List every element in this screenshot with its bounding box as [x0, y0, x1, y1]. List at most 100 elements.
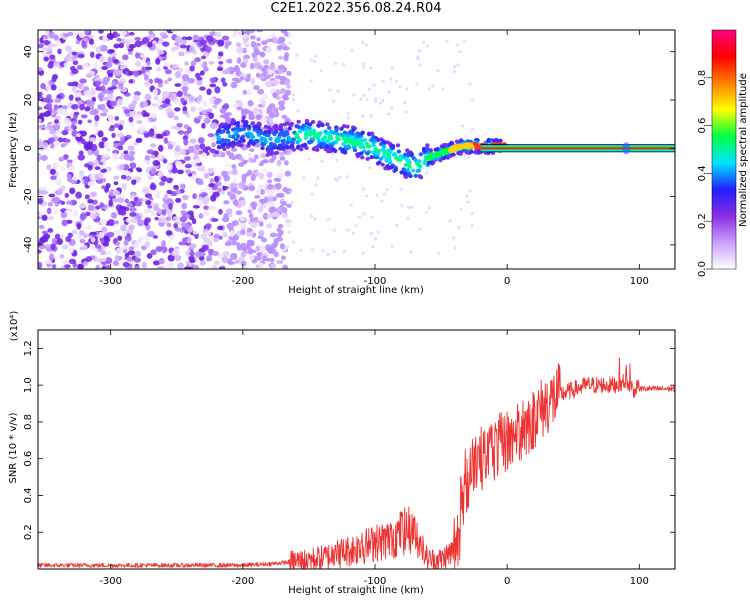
heatmap-cell — [406, 171, 412, 176]
heatmap-cell — [309, 214, 313, 218]
heatmap-cell — [428, 148, 434, 153]
heatmap-cell — [72, 60, 79, 66]
heatmap-cell — [174, 150, 180, 158]
heatmap-cell — [266, 223, 273, 229]
heatmap-cell — [317, 120, 322, 125]
heatmap-cell — [249, 62, 255, 70]
heatmap-cell — [111, 80, 117, 87]
heatmap-cell — [163, 80, 169, 85]
heatmap-cell — [64, 264, 71, 269]
heatmap-cell — [265, 133, 271, 138]
heatmap-cell — [468, 189, 472, 193]
heatmap-cell — [457, 225, 461, 230]
heatmap-cell — [276, 172, 284, 180]
heatmap-cell — [282, 46, 290, 51]
heatmap-cell — [152, 235, 159, 239]
heatmap-cell — [148, 130, 155, 138]
heatmap-cell — [163, 193, 169, 201]
heatmap-cell — [236, 46, 244, 54]
heatmap-cell — [38, 118, 42, 123]
heatmap-cell — [119, 78, 126, 84]
heatmap-cell — [48, 60, 54, 65]
heatmap-cell — [84, 163, 90, 168]
heatmap-cell — [368, 165, 372, 170]
heatmap-cell — [387, 154, 392, 159]
heatmap-cell — [369, 66, 373, 70]
heatmap-cell — [393, 167, 399, 172]
heatmap-cell — [189, 243, 197, 249]
heatmap-cell — [49, 54, 56, 60]
heatmap-cell — [50, 243, 56, 251]
heatmap-cell — [100, 44, 108, 52]
heatmap-cell — [296, 109, 300, 113]
heatmap-cell — [101, 185, 106, 190]
heatmap-cell — [166, 222, 172, 228]
chart-title: C2E1.2022.356.08.24.R04 — [270, 1, 442, 16]
heatmap-cell — [120, 58, 125, 66]
heatmap-cell — [147, 175, 153, 180]
heatmap-cell — [174, 160, 183, 168]
heatmap-cell — [214, 175, 219, 183]
heatmap-cell — [114, 69, 122, 77]
heatmap-cell — [45, 103, 53, 109]
heatmap-cell — [81, 40, 87, 48]
heatmap-cell — [68, 247, 74, 254]
heatmap-cell — [259, 137, 265, 142]
heatmap-cell — [279, 243, 285, 250]
heatmap-cell — [241, 173, 247, 180]
heatmap-cell — [386, 112, 391, 116]
heatmap-cell — [98, 141, 106, 149]
heatmap-cell — [201, 152, 207, 159]
heatmap-cell — [38, 91, 43, 97]
heatmap-cell — [369, 155, 374, 160]
heatmap-cell — [41, 214, 48, 221]
heatmap-cell — [105, 62, 113, 68]
heatmap-cell — [192, 230, 199, 235]
heatmap-cell — [127, 51, 133, 55]
heatmap-cell — [236, 106, 243, 111]
heatmap-cell — [106, 32, 114, 40]
heatmap-cell — [328, 88, 332, 92]
heatmap-cell — [622, 142, 631, 155]
heatmap-cell — [46, 45, 52, 52]
heatmap-cell — [103, 235, 109, 243]
heatmap-cell — [248, 116, 255, 121]
heatmap-cell — [52, 196, 61, 203]
heatmap-cell — [268, 213, 276, 218]
spectrogram-x-ticks: -300 -200 -100 0 100 — [99, 30, 649, 287]
heatmap-cell — [144, 66, 153, 71]
heatmap-cell — [165, 230, 173, 236]
heatmap-cell — [166, 263, 173, 269]
heatmap-cell — [398, 85, 402, 89]
heatmap-cell — [94, 244, 102, 249]
heatmap-cell — [266, 109, 272, 115]
heatmap-cell — [443, 143, 449, 148]
heatmap-cell — [45, 84, 51, 91]
heatmap-cell — [389, 77, 393, 81]
heatmap-cell — [266, 196, 274, 200]
heatmap-cell — [321, 249, 325, 253]
heatmap-cell — [206, 240, 213, 247]
heatmap-cell — [283, 79, 290, 85]
heatmap-cell — [54, 140, 60, 148]
heatmap-cell — [422, 161, 428, 166]
heatmap-cell — [38, 249, 42, 254]
heatmap-cell — [431, 84, 435, 88]
heatmap-cell — [144, 93, 152, 101]
heatmap-cell — [102, 108, 109, 114]
heatmap-cell — [214, 99, 220, 106]
heatmap-cell — [350, 48, 354, 53]
heatmap-cell — [410, 205, 414, 210]
heatmap-cell — [95, 86, 103, 91]
heatmap-cell — [200, 192, 208, 197]
heatmap-cell — [184, 95, 189, 101]
heatmap-cell — [101, 177, 107, 183]
heatmap-cell — [157, 82, 163, 88]
heatmap-cell — [234, 99, 243, 104]
heatmap-cell — [204, 146, 212, 151]
heatmap-cell — [50, 84, 57, 91]
heatmap-cell — [346, 228, 350, 232]
heatmap-cell — [278, 123, 284, 128]
heatmap-cell — [189, 65, 195, 72]
heatmap-cell — [267, 69, 274, 75]
